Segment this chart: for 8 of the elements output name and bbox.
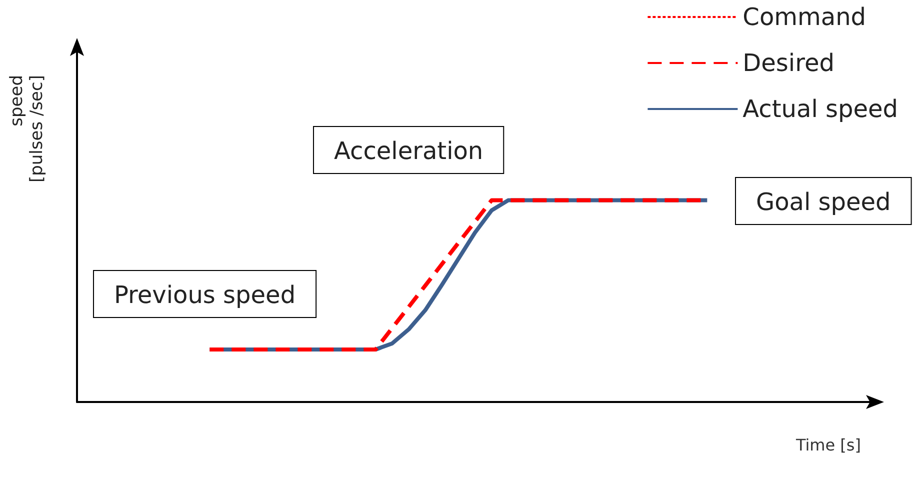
legend-label: Actual speed (742, 95, 898, 123)
x-axis-title: Time [s] (794, 436, 861, 454)
annotation: Goal speed (756, 188, 891, 216)
text: Acceleration (334, 137, 484, 165)
legend-label: Command (742, 3, 866, 31)
legend-label: Desired (742, 49, 834, 77)
y-axis-title: speed [pulses /sec] (7, 75, 47, 183)
annotation: Previous speed (114, 281, 296, 309)
